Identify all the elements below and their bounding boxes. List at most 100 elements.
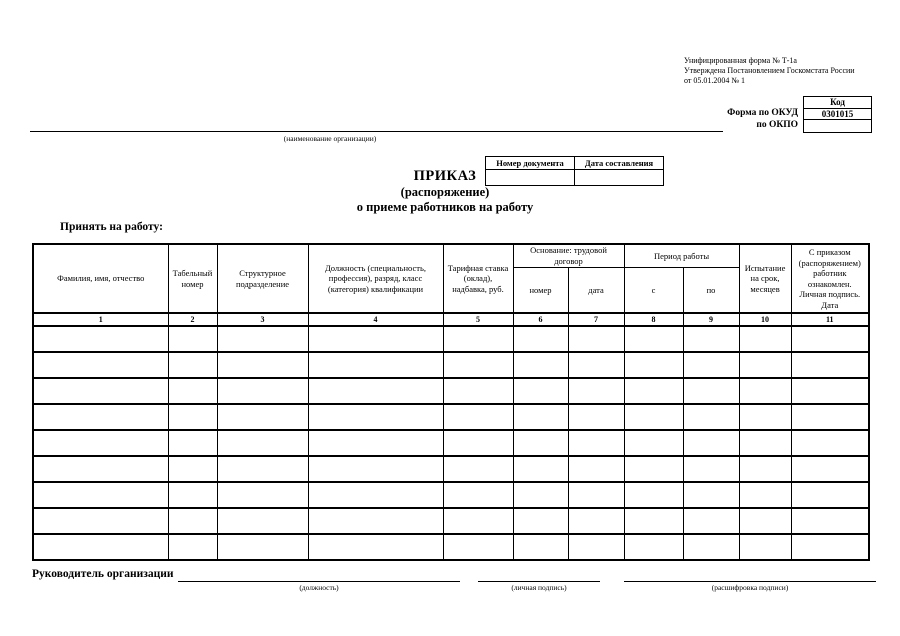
document-date-value [574, 169, 664, 186]
table-row [32, 377, 870, 405]
empty-cell [512, 403, 569, 431]
title-subject: о приеме работников на работу [356, 200, 534, 214]
empty-cell [512, 325, 569, 353]
empty-cell [790, 429, 870, 457]
empty-cell [442, 325, 514, 353]
form-meta-line-2: Утверждена Постановлением Госкомстата Ро… [684, 66, 855, 75]
col-header-department: Структурное подразделение [216, 243, 309, 314]
signature-caption-position: (должность) [299, 583, 339, 592]
empty-cell [167, 455, 218, 483]
empty-cell [738, 507, 792, 535]
empty-cell [682, 507, 740, 535]
empty-cell [738, 429, 792, 457]
empty-cell [167, 429, 218, 457]
empty-cell [738, 533, 792, 561]
empty-cell [442, 533, 514, 561]
column-number: 8 [623, 312, 684, 327]
empty-cell [167, 481, 218, 509]
document-title: ПРИКАЗ (распоряжение) о приеме работнико… [245, 168, 645, 215]
section-label: Принять на работу: [60, 221, 163, 233]
table-row [32, 325, 870, 353]
empty-cell [32, 507, 169, 535]
empty-cell [512, 351, 569, 379]
title-rasporyazhenie: (распоряжение) [400, 185, 490, 199]
organization-name-caption: (наименование организации) [283, 134, 377, 143]
okpo-label: по ОКПО [756, 120, 798, 130]
empty-cell [167, 351, 218, 379]
hiring-table: Фамилия, имя, отчество Табельный номер С… [32, 243, 871, 561]
empty-cell [167, 377, 218, 405]
empty-cell [307, 403, 444, 431]
signature-line-position [178, 568, 460, 582]
empty-cell [216, 507, 309, 535]
empty-cell [738, 351, 792, 379]
empty-cell [442, 481, 514, 509]
table-row [32, 455, 870, 483]
empty-cell [623, 403, 684, 431]
empty-cell [790, 507, 870, 535]
empty-cell [567, 507, 625, 535]
empty-cell [32, 429, 169, 457]
empty-cell [738, 325, 792, 353]
empty-cell [790, 351, 870, 379]
code-box: Код 0301015 [803, 96, 872, 133]
form-meta-line-1: Унифицированная форма № Т-1а [684, 56, 797, 65]
okud-label: Форма по ОКУД [727, 108, 798, 118]
empty-cell [682, 325, 740, 353]
signature-line-decryption [624, 568, 876, 582]
document-number-box: Номер документа Дата составления [485, 156, 664, 186]
table-row [32, 533, 870, 561]
signature-block-personal: (личная подпись) [478, 568, 600, 592]
empty-cell [623, 377, 684, 405]
empty-cell [682, 351, 740, 379]
form-approval-block: Унифицированная форма № Т-1а Утверждена … [684, 56, 855, 86]
empty-cell [738, 403, 792, 431]
empty-cell [623, 507, 684, 535]
empty-cell [682, 481, 740, 509]
form-meta-line-3: от 05.01.2004 № 1 [684, 76, 746, 85]
empty-cell [32, 403, 169, 431]
table-row [32, 351, 870, 379]
column-number: 3 [216, 312, 309, 327]
table-row [32, 403, 870, 431]
empty-cell [790, 481, 870, 509]
empty-cell [682, 455, 740, 483]
column-number: 2 [167, 312, 218, 327]
empty-cell [442, 351, 514, 379]
empty-cell [307, 429, 444, 457]
empty-cell [790, 455, 870, 483]
empty-cell [790, 377, 870, 405]
empty-cell [32, 455, 169, 483]
table-row [32, 429, 870, 457]
table-row [32, 507, 870, 535]
signature-caption-personal: (личная подпись) [511, 583, 567, 592]
empty-cell [512, 507, 569, 535]
empty-cell [32, 377, 169, 405]
col-header-position: Должность (специальность, профессия), ра… [307, 243, 444, 314]
empty-cell [790, 403, 870, 431]
empty-cell [567, 377, 625, 405]
empty-cell [307, 481, 444, 509]
empty-cell [682, 429, 740, 457]
empty-cell [738, 455, 792, 483]
column-number: 11 [790, 312, 870, 327]
empty-cell [216, 481, 309, 509]
empty-cell [307, 533, 444, 561]
col-header-probation: Испытание на срок, месяцев [738, 243, 792, 314]
column-number: 9 [682, 312, 740, 327]
empty-cell [682, 377, 740, 405]
empty-cell [216, 455, 309, 483]
signature-caption-decryption: (расшифровка подписи) [711, 583, 789, 592]
empty-cell [623, 429, 684, 457]
empty-cell [623, 455, 684, 483]
column-number: 7 [567, 312, 625, 327]
organization-name-line [30, 131, 723, 132]
signature-block-position: (должность) [178, 568, 460, 592]
empty-cell [442, 455, 514, 483]
signature-line-personal [478, 568, 600, 582]
empty-cell [512, 429, 569, 457]
empty-cell [216, 429, 309, 457]
empty-cell [32, 325, 169, 353]
empty-cell [567, 481, 625, 509]
